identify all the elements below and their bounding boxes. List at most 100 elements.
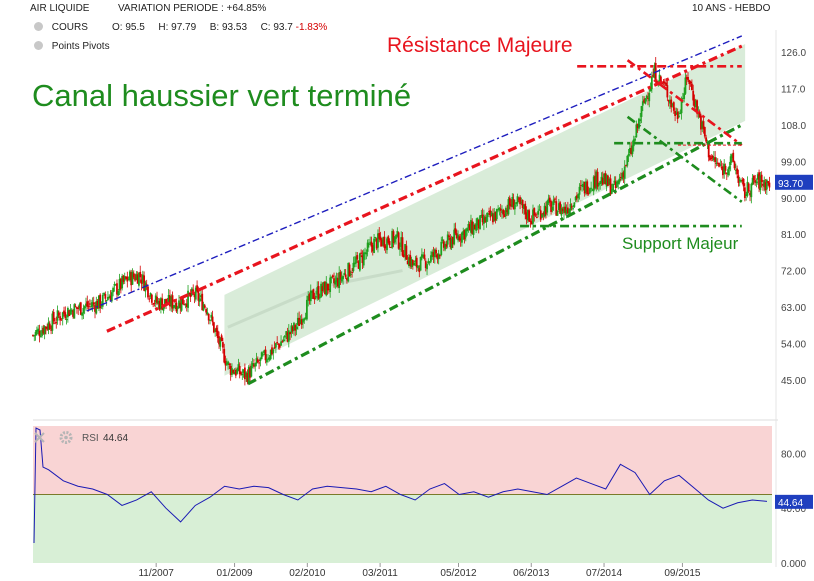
candle — [461, 231, 463, 247]
candle — [453, 223, 456, 246]
candle — [107, 291, 109, 301]
x-axis-tick-label: 01/2009 — [216, 568, 253, 579]
main-annotation: Canal haussier vert terminé — [32, 78, 412, 113]
candle — [47, 317, 50, 335]
candle — [762, 179, 764, 191]
candle — [759, 171, 762, 195]
candle — [719, 159, 722, 167]
candle — [127, 276, 130, 281]
close-icon[interactable] — [34, 432, 45, 443]
candle — [348, 262, 351, 277]
open-value: 95.5 — [125, 22, 145, 33]
candle — [475, 218, 478, 234]
candle — [520, 197, 523, 206]
price-axis-tick: 126.0 — [781, 48, 806, 59]
candle — [259, 357, 262, 367]
candle — [312, 288, 315, 300]
candle — [321, 282, 324, 297]
candle — [561, 206, 564, 215]
candle — [386, 236, 388, 254]
candle — [219, 337, 222, 351]
candle — [291, 325, 294, 334]
candle — [285, 330, 288, 339]
candle — [320, 281, 323, 298]
candle — [550, 199, 552, 215]
candle — [298, 311, 301, 327]
candle — [170, 294, 173, 312]
candle — [158, 298, 161, 312]
candle — [688, 79, 691, 90]
candle — [316, 281, 319, 301]
candle — [603, 172, 605, 185]
candle — [246, 369, 249, 385]
candle — [184, 303, 187, 309]
pivots-legend-row[interactable]: Points Pivots — [34, 41, 110, 52]
x-axis-tick-label: 06/2013 — [513, 568, 550, 579]
candle — [295, 323, 298, 336]
candle — [541, 213, 543, 219]
candle — [742, 177, 745, 192]
candle — [546, 200, 549, 216]
candle — [595, 169, 598, 192]
candle — [113, 281, 116, 292]
candle — [597, 182, 600, 192]
candle — [35, 326, 38, 336]
candle — [211, 310, 214, 326]
candle — [607, 174, 609, 187]
period-label[interactable]: 10 ANS - HEBDO — [692, 3, 771, 14]
candle — [559, 200, 562, 214]
candle — [419, 256, 422, 271]
candle — [347, 262, 350, 283]
candle — [388, 238, 391, 248]
gear-icon[interactable] — [59, 431, 73, 444]
candle — [289, 331, 291, 341]
rsi-oversold-zone — [33, 494, 772, 563]
candle — [180, 298, 183, 312]
candle — [499, 203, 502, 218]
candle — [514, 199, 516, 215]
candle — [401, 231, 404, 257]
candle — [486, 212, 489, 222]
candle — [503, 210, 506, 218]
candle — [203, 303, 206, 309]
candle — [675, 107, 678, 116]
candle — [667, 99, 670, 107]
candle — [88, 299, 91, 311]
candle — [364, 247, 366, 260]
candle — [740, 178, 742, 184]
candle — [143, 271, 146, 292]
candle — [632, 135, 635, 152]
candle — [653, 62, 656, 79]
candle — [286, 327, 289, 343]
candle — [630, 141, 633, 156]
candle — [515, 202, 518, 207]
candle — [634, 136, 636, 143]
channel-fill — [224, 44, 746, 376]
candle — [237, 358, 240, 372]
candle — [284, 334, 286, 342]
candle — [229, 363, 232, 381]
candle — [172, 304, 175, 311]
candle — [636, 123, 639, 133]
candle — [152, 302, 155, 308]
candle — [504, 206, 507, 219]
candle — [700, 113, 702, 136]
candle — [594, 169, 596, 190]
candle — [479, 215, 481, 230]
candle — [711, 154, 714, 162]
candle — [628, 142, 631, 157]
candle — [238, 362, 241, 379]
candle — [205, 307, 208, 316]
candle — [495, 208, 498, 222]
candle — [532, 204, 534, 231]
candle — [265, 354, 268, 366]
candle — [400, 231, 403, 252]
candle — [756, 172, 759, 185]
candle — [409, 250, 412, 269]
candle — [304, 312, 307, 320]
candle — [281, 339, 284, 343]
candle — [374, 236, 377, 242]
candle — [648, 87, 651, 108]
candle — [267, 354, 270, 363]
candle — [477, 219, 480, 234]
